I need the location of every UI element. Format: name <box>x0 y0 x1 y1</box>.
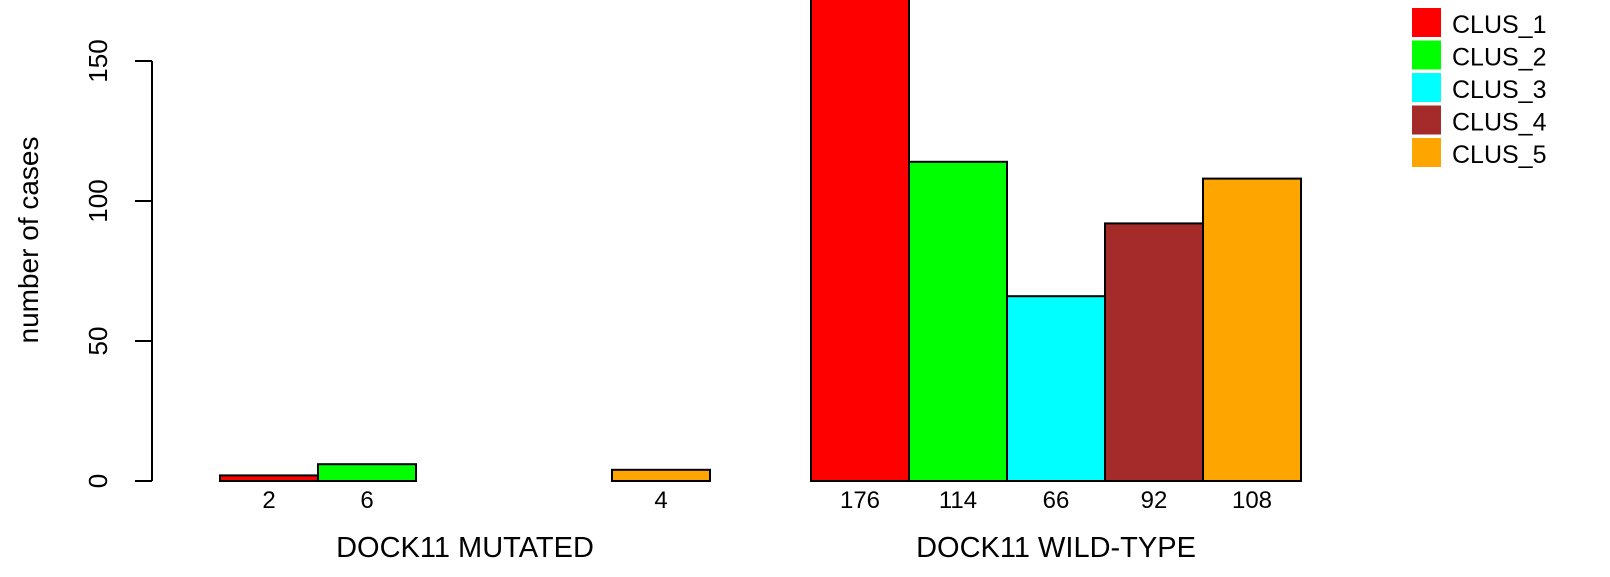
legend-swatch <box>1412 40 1441 70</box>
legend-swatch <box>1412 73 1441 102</box>
bar <box>1104 222 1204 482</box>
bar <box>1006 295 1106 483</box>
legend-label: CLUS_5 <box>1452 141 1547 169</box>
legend-item: CLUS_5 <box>1412 138 1547 169</box>
bar-value-label: 4 <box>654 487 667 514</box>
legend-item: CLUS_4 <box>1412 105 1547 137</box>
bar-value-label: 66 <box>1043 487 1070 514</box>
legend-label: CLUS_3 <box>1452 76 1547 104</box>
group-label: DOCK11 WILD-TYPE <box>916 532 1196 564</box>
bar <box>908 160 1008 483</box>
y-tick-label: 0 <box>83 474 113 488</box>
y-tick-label: 50 <box>83 327 113 356</box>
bar-group: 176 114 66 92 108 DOCK11 WILD-TYPE <box>810 0 1302 564</box>
bar-value-label: 176 <box>840 487 880 514</box>
legend-label: CLUS_1 <box>1452 11 1547 39</box>
bar <box>611 468 711 482</box>
legend-swatch <box>1412 8 1441 37</box>
legend-item: CLUS_1 <box>1412 8 1547 39</box>
bar <box>1202 177 1302 482</box>
bar-value-label: 114 <box>939 487 977 514</box>
legend-label: CLUS_4 <box>1452 109 1547 137</box>
y-axis-label: number of cases <box>13 137 44 344</box>
bar-value-label: 108 <box>1232 487 1272 514</box>
legend-swatch <box>1412 105 1441 135</box>
bar <box>810 0 910 482</box>
y-axis: 0 50 100 150 <box>83 39 153 488</box>
group-label: DOCK11 MUTATED <box>336 532 594 564</box>
legend-swatch <box>1412 138 1441 167</box>
legend: CLUS_1 CLUS_2 CLUS_3 CLUS_4 CLUS_5 <box>1412 8 1547 169</box>
bar-value-label: 2 <box>262 487 275 514</box>
bar <box>219 474 319 482</box>
legend-label: CLUS_2 <box>1452 44 1547 72</box>
bar <box>317 463 417 483</box>
legend-item: CLUS_3 <box>1412 73 1547 104</box>
bar-group: 2 6 4 DOCK11 MUTATED <box>219 463 711 564</box>
y-tick-label: 100 <box>83 179 113 222</box>
bar-value-label: 92 <box>1141 487 1168 514</box>
bar-groups: 2 6 4 DOCK11 MUTATED 176 114 66 92 108 DOCK11 WIL… <box>219 0 1302 564</box>
y-tick-label: 150 <box>83 39 113 82</box>
legend-item: CLUS_2 <box>1412 40 1547 72</box>
bar-value-label: 6 <box>360 487 373 514</box>
